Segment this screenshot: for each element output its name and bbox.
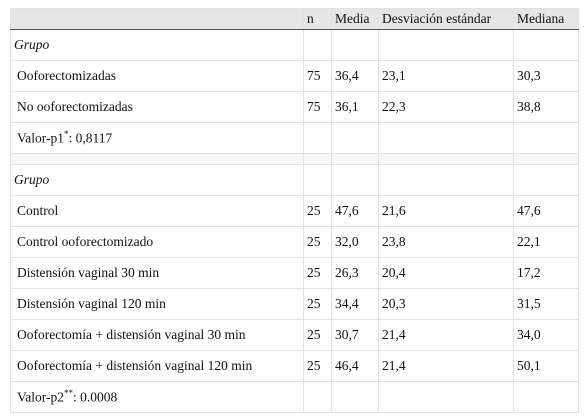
group-row: Grupo	[10, 29, 579, 61]
value-cell: 31,5	[513, 288, 579, 320]
data-row: Distensión vaginal 30 min 25 26,3 20,4 17,2	[10, 257, 579, 289]
row-label: Ooforectomía + distensión vaginal 30 min	[10, 319, 304, 351]
pvalue-mark: **	[63, 388, 73, 399]
spacer-cell	[513, 153, 579, 165]
value-cell: 23,8	[378, 226, 514, 258]
value-cell: 47,6	[513, 195, 579, 227]
row-label: Distensión vaginal 30 min	[10, 257, 304, 289]
row-label: No ooforectomizadas	[10, 91, 304, 123]
header-cell: Desviación estándar	[378, 8, 514, 30]
value-cell: 34,0	[513, 319, 579, 351]
header-row: n Media Desviación estándar Mediana	[10, 8, 579, 30]
empty-cell	[331, 381, 379, 413]
empty-cell	[378, 122, 514, 154]
data-row: Distensión vaginal 120 min 25 34,4 20,3 31,5	[10, 288, 579, 320]
row-label: Distensión vaginal 120 min	[10, 288, 304, 320]
pvalue-label: Valor-p2	[17, 389, 64, 405]
value-cell: 20,4	[378, 257, 514, 289]
value-cell: 36,1	[331, 91, 379, 123]
pvalue-label: Valor-p1	[17, 130, 64, 146]
value-cell: 22,1	[513, 226, 579, 258]
pvalue-mark: *	[63, 129, 69, 140]
row-label: Ooforectomizadas	[10, 60, 304, 92]
value-cell: 25	[303, 226, 332, 258]
spacer-cell	[331, 153, 379, 165]
value-cell: 23,1	[378, 60, 514, 92]
empty-cell	[378, 29, 514, 61]
data-row: Control 25 47,6 21,6 47,6	[10, 195, 579, 227]
value-cell: 50,1	[513, 350, 579, 382]
pvalue-text: : 0,8117	[68, 130, 113, 146]
header-cell	[10, 8, 304, 30]
empty-cell	[378, 381, 514, 413]
pvalue-cell: Valor-p2**: 0.0008	[10, 381, 304, 413]
value-cell: 30,7	[331, 319, 379, 351]
group-label: Grupo	[10, 164, 304, 196]
value-cell: 30,3	[513, 60, 579, 92]
value-cell: 36,4	[331, 60, 379, 92]
value-cell: 25	[303, 319, 332, 351]
spacer-row	[10, 153, 579, 165]
data-row: Ooforectomía + distensión vaginal 30 min…	[10, 319, 579, 351]
value-cell: 75	[303, 91, 332, 123]
value-cell: 75	[303, 60, 332, 92]
spacer-cell	[378, 153, 514, 165]
value-cell: 26,3	[331, 257, 379, 289]
header-cell: n	[303, 8, 332, 30]
empty-cell	[513, 381, 579, 413]
empty-cell	[331, 122, 379, 154]
value-cell: 47,6	[331, 195, 379, 227]
pvalue-cell: Valor-p1*: 0,8117	[10, 122, 304, 154]
group-row: Grupo	[10, 164, 579, 196]
empty-cell	[331, 164, 379, 196]
pvalue-row: Valor-p2**: 0.0008	[10, 381, 579, 413]
empty-cell	[513, 164, 579, 196]
value-cell: 20,3	[378, 288, 514, 320]
value-cell: 22,3	[378, 91, 514, 123]
empty-cell	[303, 29, 332, 61]
value-cell: 25	[303, 350, 332, 382]
empty-cell	[513, 29, 579, 61]
header-cell: Media	[331, 8, 379, 30]
empty-cell	[513, 122, 579, 154]
value-cell: 17,2	[513, 257, 579, 289]
spacer-cell	[303, 153, 332, 165]
value-cell: 34,4	[331, 288, 379, 320]
pvalue-text: : 0.0008	[72, 389, 118, 405]
row-label: Control	[10, 195, 304, 227]
row-label: Ooforectomía + distensión vaginal 120 mi…	[10, 350, 304, 382]
data-row: Control ooforectomizado 25 32,0 23,8 22,1	[10, 226, 579, 258]
value-cell: 21,6	[378, 195, 514, 227]
spacer-cell	[10, 153, 304, 165]
header-cell: Mediana	[513, 8, 579, 30]
data-row: Ooforectomía + distensión vaginal 120 mi…	[10, 350, 579, 382]
data-row: Ooforectomizadas 75 36,4 23,1 30,3	[10, 60, 579, 92]
value-cell: 46,4	[331, 350, 379, 382]
group-label: Grupo	[10, 29, 304, 61]
empty-cell	[303, 164, 332, 196]
value-cell: 32,0	[331, 226, 379, 258]
pvalue-row: Valor-p1*: 0,8117	[10, 122, 579, 154]
empty-cell	[331, 29, 379, 61]
empty-cell	[303, 381, 332, 413]
value-cell: 38,8	[513, 91, 579, 123]
value-cell: 25	[303, 195, 332, 227]
empty-cell	[378, 164, 514, 196]
data-table: n Media Desviación estándar Mediana Grupo Oo…	[10, 8, 579, 413]
row-label: Control ooforectomizado	[10, 226, 304, 258]
data-row: No ooforectomizadas 75 36,1 22,3 38,8	[10, 91, 579, 123]
value-cell: 25	[303, 288, 332, 320]
empty-cell	[303, 122, 332, 154]
value-cell: 21,4	[378, 350, 514, 382]
value-cell: 25	[303, 257, 332, 289]
value-cell: 21,4	[378, 319, 514, 351]
